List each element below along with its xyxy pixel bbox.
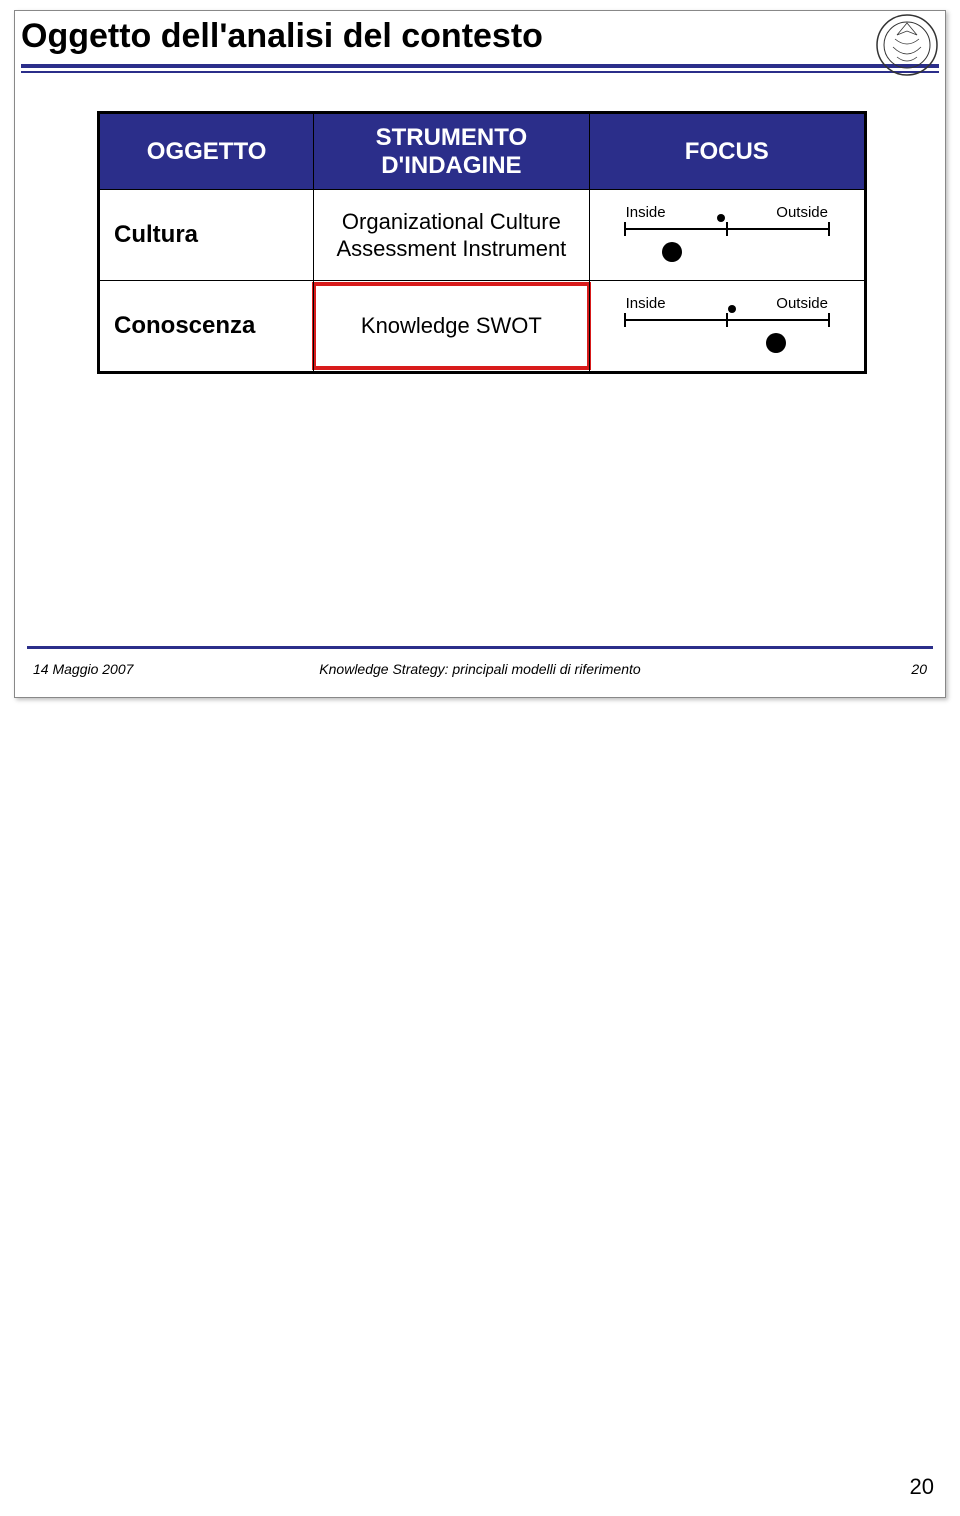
marker-big bbox=[662, 242, 682, 262]
row-label: Cultura bbox=[100, 190, 314, 281]
highlight-box: Knowledge SWOT bbox=[312, 282, 590, 370]
marker-small bbox=[728, 305, 736, 313]
row-instrument-text: Knowledge SWOT bbox=[361, 313, 542, 338]
row-focus: Inside Outside bbox=[589, 281, 864, 372]
table-header-row: OGGETTO STRUMENTO D'INDAGINE FOCUS bbox=[100, 114, 865, 190]
axis-tick bbox=[726, 222, 728, 236]
outside-label: Outside bbox=[776, 204, 828, 221]
marker-big bbox=[766, 333, 786, 353]
footer-title: Knowledge Strategy: principali modelli d… bbox=[15, 661, 945, 677]
slide: Oggetto dell'analisi del contesto OGGETT… bbox=[14, 10, 946, 698]
col-header-focus: FOCUS bbox=[589, 114, 864, 190]
inside-label: Inside bbox=[626, 295, 666, 312]
col-header-strumento: STRUMENTO D'INDAGINE bbox=[314, 114, 589, 190]
row-instrument-highlight: Knowledge SWOT bbox=[314, 281, 589, 372]
row-focus: Inside Outside bbox=[589, 190, 864, 281]
axis-tick bbox=[828, 222, 830, 236]
focus-diagram: Inside Outside bbox=[590, 281, 864, 371]
row-label: Conoscenza bbox=[100, 281, 314, 372]
footer-rule bbox=[27, 646, 933, 649]
table-row: Conoscenza Knowledge SWOT Inside Outside bbox=[100, 281, 865, 372]
outside-label: Outside bbox=[776, 295, 828, 312]
title-rule-thin bbox=[21, 71, 939, 73]
title-area: Oggetto dell'analisi del contesto bbox=[21, 15, 939, 73]
focus-diagram: Inside Outside bbox=[590, 190, 864, 280]
axis-tick bbox=[726, 313, 728, 327]
slide-title: Oggetto dell'analisi del contesto bbox=[21, 15, 939, 62]
axis-tick bbox=[624, 313, 626, 327]
axis-tick bbox=[624, 222, 626, 236]
row-instrument: Organizational Culture Assessment Instru… bbox=[314, 190, 589, 281]
title-rule bbox=[21, 64, 939, 68]
page-number: 20 bbox=[910, 1474, 934, 1500]
footer-page: 20 bbox=[911, 661, 927, 677]
seal-icon bbox=[875, 13, 939, 77]
axis-tick bbox=[828, 313, 830, 327]
inside-label: Inside bbox=[626, 204, 666, 221]
marker-small bbox=[717, 214, 725, 222]
table-row: Cultura Organizational Culture Assessmen… bbox=[100, 190, 865, 281]
col-header-oggetto: OGGETTO bbox=[100, 114, 314, 190]
analysis-table: OGGETTO STRUMENTO D'INDAGINE FOCUS Cultu… bbox=[97, 111, 867, 374]
